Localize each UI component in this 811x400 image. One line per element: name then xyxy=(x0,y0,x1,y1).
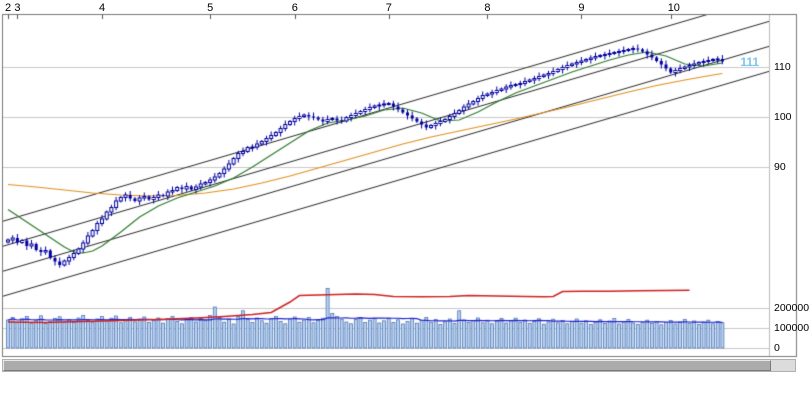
month-label: 6 xyxy=(291,2,298,14)
month-label: 7 xyxy=(385,2,392,14)
price-tick-label: 90 xyxy=(774,161,786,173)
month-label: 8 xyxy=(484,2,491,14)
scrollbar-thumb[interactable] xyxy=(3,360,772,371)
horizontal-scrollbar[interactable] xyxy=(2,359,796,372)
volume-tick-label: 200000 xyxy=(774,302,810,314)
month-label: 2 xyxy=(5,2,12,14)
stock-chart-canvas[interactable] xyxy=(0,0,811,358)
month-label: 4 xyxy=(99,2,106,14)
volume-tick-label: 0 xyxy=(774,342,780,354)
month-label: 5 xyxy=(207,2,214,14)
volume-tick-label: 100000 xyxy=(774,322,810,334)
price-tick-label: 110 xyxy=(774,61,791,73)
price-tick-label: 100 xyxy=(774,111,792,123)
last-price-label: 111 xyxy=(740,55,760,69)
month-label: 10 xyxy=(667,2,680,14)
month-label: 3 xyxy=(14,2,21,14)
month-label: 9 xyxy=(578,2,585,14)
